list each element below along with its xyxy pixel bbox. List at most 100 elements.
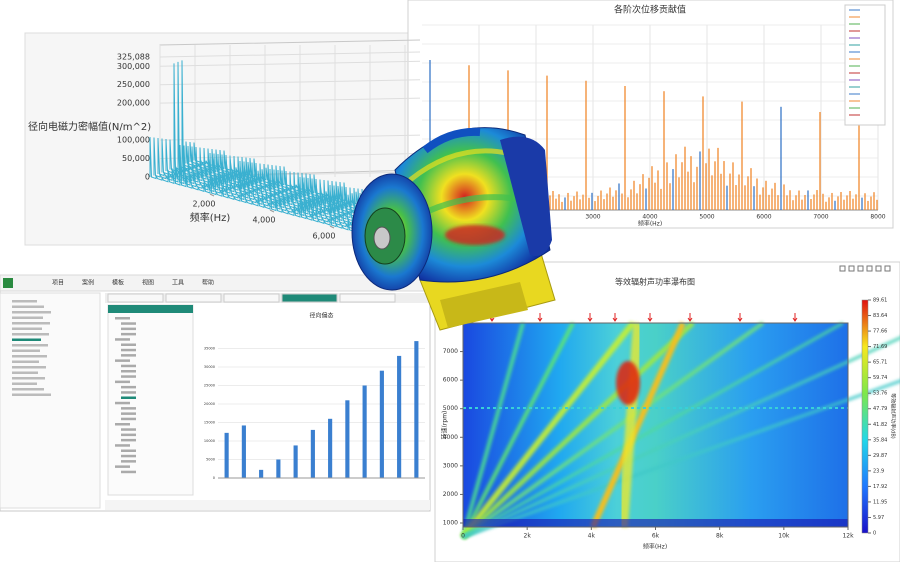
tool-icon[interactable] — [857, 265, 864, 272]
tree-item — [121, 460, 136, 463]
y-axis-label: 转速(rpm) — [441, 411, 449, 440]
y-tick-label: 0 — [213, 476, 215, 480]
tree-panel — [107, 304, 194, 496]
menu-item[interactable]: 工具 — [172, 280, 184, 287]
tree-item — [12, 305, 44, 308]
tree-item — [12, 349, 40, 352]
tree-item — [12, 377, 45, 380]
order-ray — [461, 321, 765, 539]
y-tick-label: 100,000 — [117, 136, 150, 145]
tool-icon[interactable] — [875, 265, 882, 272]
tool-icon[interactable] — [839, 265, 846, 272]
order-ray — [462, 379, 900, 539]
resonance — [618, 322, 643, 528]
tree-item — [121, 433, 136, 437]
tree-item — [121, 391, 136, 394]
tree-item — [12, 311, 51, 314]
menu-item[interactable]: 视图 — [142, 279, 154, 287]
colorbar-label: 等效辐射声功率(dB) — [890, 393, 897, 439]
tab[interactable] — [107, 293, 164, 303]
tree-item — [12, 371, 38, 374]
logo — [3, 278, 13, 288]
colorbar-tick-label: 65.71 — [873, 360, 887, 366]
tree-item — [12, 366, 46, 369]
order-marker — [537, 313, 543, 322]
legend-box — [844, 4, 886, 126]
order-marker — [587, 313, 593, 322]
y-tick-label: 0 — [145, 173, 150, 182]
tree-item — [121, 343, 136, 346]
y-tick-label: 50,000 — [122, 154, 150, 163]
x-tick — [269, 209, 275, 213]
spectrum-title: 各阶次位移贡献值 — [614, 4, 686, 16]
x-tick-label: 4000 — [642, 214, 657, 221]
menu-item[interactable]: 案例 — [82, 279, 94, 287]
tab[interactable] — [281, 293, 338, 303]
colorbar-tick-label: 35.84 — [873, 437, 887, 443]
tab[interactable] — [339, 293, 396, 303]
menu-item[interactable]: 帮助 — [202, 279, 214, 287]
tree-item — [12, 388, 44, 391]
tree-item — [115, 380, 130, 384]
x-axis-label: 频率(Hz) — [190, 211, 231, 224]
tree-item — [115, 317, 130, 320]
y-tick-label: 4000 — [443, 434, 458, 441]
toolbar — [0, 274, 431, 292]
menu-item[interactable]: 模板 — [112, 279, 124, 287]
waterfall-title: 等效辐射声功率瀑布图 — [615, 277, 695, 287]
colorbar-tick-label: 47.79 — [873, 406, 887, 412]
tree-item — [121, 470, 136, 474]
tab[interactable] — [165, 293, 222, 303]
waterfall: 等效辐射声功率瀑布图 0 2k 4k 6k 8k 10k 12k 1000 2000 3000 400… — [441, 265, 900, 551]
order-ray — [462, 321, 844, 539]
tool-icon[interactable] — [848, 265, 855, 272]
colorbar-tick-label: 29.87 — [873, 453, 887, 459]
sidebar — [0, 292, 101, 509]
hotspot — [616, 361, 640, 405]
tree-item — [12, 327, 42, 330]
x-tick-label: 5000 — [699, 214, 714, 221]
menu-item[interactable]: 项目 — [52, 280, 64, 287]
motor-render — [351, 127, 556, 331]
order-marker — [792, 313, 798, 322]
bar — [276, 459, 281, 478]
tree-item — [12, 338, 41, 341]
low-band — [463, 519, 848, 527]
tab[interactable] — [223, 293, 280, 303]
y-tick-label: 6000 — [443, 377, 458, 384]
tree-item — [12, 316, 43, 319]
x-axis-label: 频率(Hz) — [638, 220, 662, 228]
bar — [259, 469, 264, 478]
colorbar — [861, 299, 869, 534]
y-tick-label: 7000 — [443, 348, 458, 355]
spectrum: 各阶次位移贡献值10002000300040005000600070008000… — [422, 4, 886, 228]
tool-icon[interactable] — [884, 265, 891, 272]
tree-item — [121, 407, 136, 410]
tree-item — [12, 300, 37, 303]
tree-item — [121, 412, 136, 415]
x-tick-label: 8k — [716, 533, 724, 540]
tree-item — [115, 444, 130, 447]
y-tick-label: 20000 — [204, 402, 215, 406]
chart-title: 径向偏态 — [309, 312, 333, 320]
tree-header — [108, 305, 193, 313]
x-tick-label: 4k — [588, 533, 596, 540]
tree-item — [115, 338, 130, 341]
order-marker — [687, 313, 693, 322]
tool-icon[interactable] — [866, 265, 873, 272]
tree-item — [115, 423, 130, 426]
tree-item — [121, 354, 136, 357]
y-tick-label: 3000 — [443, 462, 458, 469]
tree-item — [121, 332, 136, 336]
colorbar-tick-label: 23.9 — [873, 468, 884, 474]
y-tick-label: 250,000 — [117, 80, 150, 89]
bar — [345, 400, 350, 478]
y-grid-line — [159, 60, 421, 67]
x-axis-label: 频率(Hz) — [643, 543, 667, 551]
y-tick-label: 300,000 — [117, 62, 150, 71]
bar — [379, 370, 384, 478]
order-marker — [647, 313, 653, 322]
order-ray — [460, 321, 636, 539]
